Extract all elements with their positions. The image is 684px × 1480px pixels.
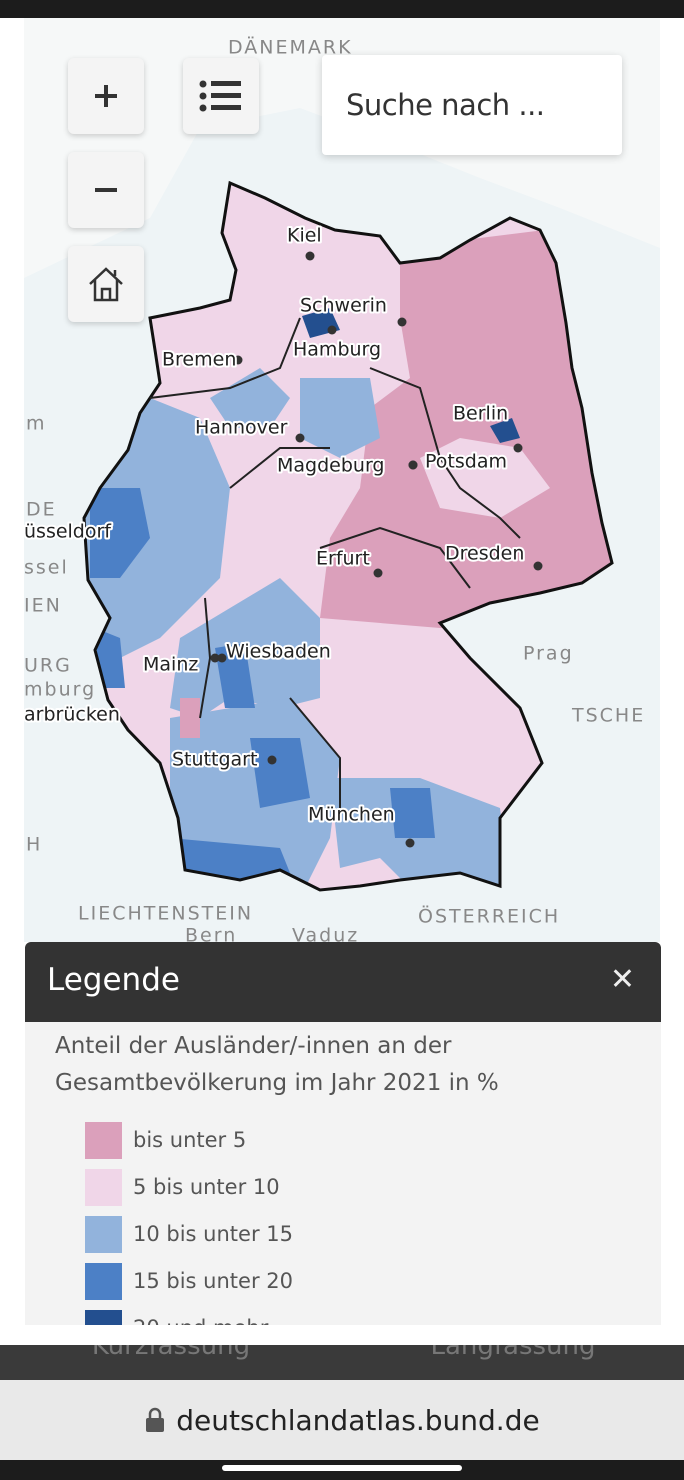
city-dot bbox=[233, 355, 243, 365]
legend-header: Legende ✕ bbox=[25, 942, 661, 1022]
country-label: DÄNEMARK bbox=[228, 36, 353, 59]
city-label: Kiel bbox=[287, 225, 322, 247]
legend-item: 5 bis unter 10 bbox=[85, 1168, 280, 1206]
city-dot bbox=[327, 325, 337, 335]
city-label: Hamburg bbox=[293, 339, 381, 361]
edge-label: IEN bbox=[24, 595, 62, 617]
search-box[interactable]: Suche nach ... bbox=[322, 55, 622, 155]
legend-title: Legende bbox=[47, 962, 180, 998]
map: Kiel Schwerin Hamburg Bremen Berlin Hannover M… bbox=[22, 18, 660, 943]
tab[interactable]: Langfassung bbox=[430, 1345, 596, 1361]
city-dot bbox=[533, 561, 543, 571]
legend-swatch bbox=[85, 1309, 122, 1325]
city-dot bbox=[267, 755, 277, 765]
home-icon bbox=[89, 267, 123, 302]
state-borders bbox=[149, 317, 521, 818]
city-dot bbox=[210, 653, 220, 663]
plus-icon bbox=[95, 85, 117, 107]
home-extent[interactable] bbox=[68, 246, 144, 322]
city-dot bbox=[295, 433, 305, 443]
map-view: Kiel Schwerin Hamburg Bremen Berlin Hannover M… bbox=[0, 18, 684, 1345]
country-label: Bern bbox=[185, 925, 237, 943]
list-icon bbox=[199, 80, 241, 112]
city-label: Bremen bbox=[162, 349, 236, 371]
city-label: Berlin bbox=[453, 403, 508, 425]
address-bar[interactable]: deutschlandatlas.bund.de bbox=[0, 1380, 684, 1460]
url: deutschlandatlas.bund.de bbox=[176, 1403, 540, 1437]
edge-label: arbrücken bbox=[24, 704, 120, 726]
legend-label: 20 und mehr bbox=[133, 1316, 268, 1325]
legend-label: 15 bis unter 20 bbox=[133, 1269, 293, 1293]
legend-body: Anteil der Ausländer/-innen an der Gesam… bbox=[25, 1022, 661, 1325]
home-indicator bbox=[222, 1465, 462, 1471]
edge-label: DE bbox=[26, 499, 57, 521]
zoom-out[interactable] bbox=[68, 152, 144, 228]
edge-label: üsseldorf bbox=[24, 521, 112, 543]
legend-item: 10 bis unter 15 bbox=[85, 1215, 293, 1253]
edge-label: mburg bbox=[24, 679, 96, 701]
edge-label: URG bbox=[24, 655, 72, 677]
city-label: Dresden bbox=[445, 543, 524, 565]
country-label: TSCHE bbox=[571, 705, 645, 727]
country-label: Vaduz bbox=[292, 925, 359, 943]
zoom-in[interactable] bbox=[68, 58, 144, 134]
legend-swatch bbox=[85, 1168, 122, 1206]
city-label: Erfurt bbox=[316, 548, 370, 570]
legend-item: 15 bis unter 20 bbox=[85, 1262, 293, 1300]
city-label: Potsdam bbox=[425, 451, 507, 473]
legend-description: Anteil der Ausländer/-innen an der Gesam… bbox=[55, 1033, 499, 1096]
city-label: Stuttgart bbox=[172, 749, 257, 771]
legend-item: 20 und mehr bbox=[85, 1309, 268, 1325]
city-dot bbox=[405, 838, 415, 848]
city-dot bbox=[373, 568, 383, 578]
legend-label: bis unter 5 bbox=[133, 1128, 247, 1152]
city-label: Wiesbaden bbox=[226, 641, 331, 663]
legend-label: 10 bis unter 15 bbox=[133, 1222, 293, 1246]
city-dot bbox=[397, 317, 407, 327]
city-label: Mainz bbox=[143, 654, 198, 676]
lock-icon bbox=[146, 1407, 165, 1432]
city-label: Hannover bbox=[195, 417, 288, 439]
tab-bar: Kurzfassung Langfassung bbox=[0, 1345, 684, 1380]
city-label: Magdeburg bbox=[277, 455, 385, 477]
tab[interactable]: Kurzfassung bbox=[91, 1345, 251, 1361]
minus-icon bbox=[95, 188, 117, 192]
edge-label: ssel bbox=[24, 557, 69, 579]
legend-swatch bbox=[85, 1215, 122, 1253]
legend-swatch bbox=[85, 1121, 122, 1159]
legend-item: bis unter 5 bbox=[85, 1121, 246, 1159]
legend-swatch bbox=[85, 1262, 122, 1300]
edge-label: m bbox=[26, 413, 47, 435]
city-label: Schwerin bbox=[300, 295, 387, 317]
country-label: ÖSTERREICH bbox=[418, 905, 560, 928]
city-label: München bbox=[308, 804, 395, 826]
city-dot bbox=[217, 653, 227, 663]
city-dot bbox=[408, 460, 418, 470]
close-button[interactable]: ✕ bbox=[609, 962, 635, 997]
city-dot bbox=[305, 251, 315, 261]
edge-label: H bbox=[26, 834, 42, 856]
country-label: LIECHTENSTEIN bbox=[78, 903, 253, 925]
layer-list[interactable] bbox=[183, 58, 259, 134]
legend-label: 5 bis unter 10 bbox=[133, 1175, 280, 1199]
city-dot bbox=[513, 443, 523, 453]
country-label: Prag bbox=[523, 643, 574, 665]
